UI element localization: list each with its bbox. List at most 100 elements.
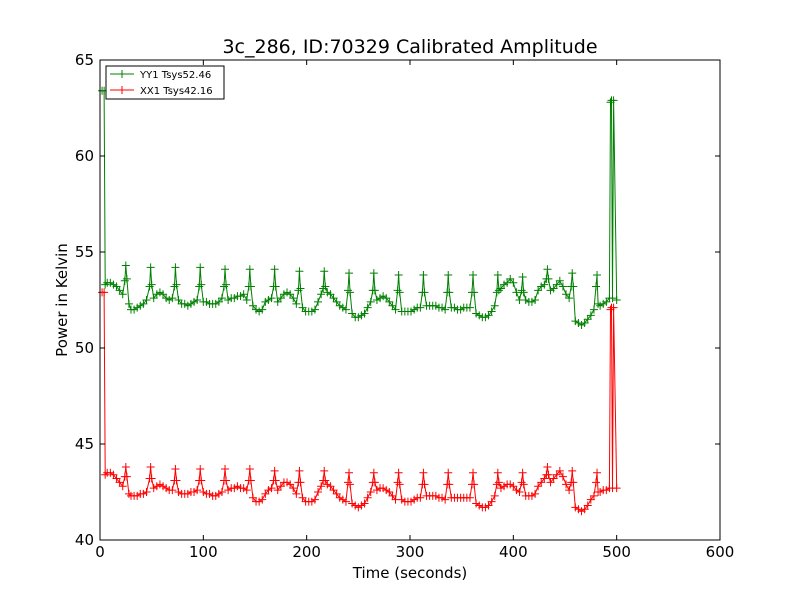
- data-point: [295, 267, 304, 276]
- data-point: [267, 484, 276, 493]
- data-point: [531, 489, 540, 498]
- data-point: [196, 464, 205, 473]
- data-point: [121, 463, 130, 472]
- data-point: [490, 491, 499, 500]
- x-axis-label: Time (seconds): [352, 564, 468, 582]
- data-point: [366, 488, 375, 496]
- data-point: [193, 296, 202, 304]
- data-point: [220, 282, 228, 291]
- data-point: [360, 499, 369, 508]
- data-point: [593, 468, 602, 477]
- data-point: [583, 501, 592, 510]
- data-point: [289, 294, 298, 303]
- data-point: [222, 280, 231, 289]
- data-point: [555, 276, 564, 285]
- data-point: [246, 282, 255, 291]
- data-point: [270, 265, 279, 274]
- data-point: [341, 305, 350, 314]
- data-point: [171, 263, 180, 272]
- data-point: [124, 299, 133, 308]
- data-point: [593, 271, 602, 280]
- y-tick-label: 60: [75, 147, 94, 165]
- data-point: [314, 488, 323, 496]
- data-point: [416, 303, 425, 312]
- data-point: [344, 286, 352, 295]
- data-point: [543, 265, 552, 274]
- data-point: [445, 480, 454, 489]
- x-tick-label: 100: [189, 543, 218, 561]
- data-point: [363, 303, 372, 312]
- data-point: [363, 493, 372, 502]
- data-point: [592, 478, 600, 487]
- data-point: [512, 288, 521, 297]
- data-point: [517, 286, 526, 295]
- data-point: [172, 476, 181, 485]
- data-point: [393, 478, 402, 487]
- data-point: [193, 486, 202, 495]
- ticks-layer: 0 100 200 300 400 500 600 40 45 50 55 60 65: [75, 51, 734, 561]
- data-point: [121, 261, 130, 270]
- data-point: [168, 294, 177, 303]
- data-point: [242, 486, 251, 495]
- data-point: [518, 272, 527, 281]
- data-point: [531, 296, 540, 304]
- series-layer: [98, 86, 621, 516]
- data-point: [612, 296, 621, 304]
- data-point: [568, 466, 577, 475]
- data-point: [172, 280, 181, 289]
- data-point: [517, 478, 526, 487]
- data-point: [122, 274, 131, 283]
- data-point: [345, 468, 354, 477]
- data-point: [369, 269, 378, 278]
- data-point: [101, 470, 110, 479]
- series-yy1: [98, 86, 621, 329]
- data-point: [370, 286, 379, 295]
- data-point: [394, 468, 403, 477]
- data-point: [609, 96, 618, 105]
- data-point: [360, 309, 369, 318]
- data-point: [419, 468, 428, 477]
- data-point: [487, 307, 496, 316]
- data-point: [391, 305, 400, 314]
- data-point: [544, 470, 553, 479]
- data-point: [519, 480, 528, 489]
- x-tick-label: 400: [499, 543, 528, 561]
- data-point: [346, 288, 355, 297]
- x-tick-label: 600: [706, 543, 735, 561]
- data-point: [589, 305, 598, 314]
- data-point: [492, 480, 501, 489]
- data-point: [540, 280, 549, 289]
- data-point: [171, 464, 180, 473]
- data-point: [100, 288, 109, 297]
- data-point: [395, 288, 404, 297]
- data-point: [197, 476, 206, 485]
- data-point: [608, 294, 617, 303]
- data-point: [493, 271, 502, 280]
- data-point: [147, 280, 156, 289]
- y-axis-label: Power in Kelvin: [53, 243, 71, 357]
- data-point: [419, 271, 428, 280]
- data-point: [310, 305, 319, 314]
- y-tick-label: 55: [75, 243, 94, 261]
- data-point: [494, 478, 503, 487]
- data-point: [341, 497, 350, 506]
- data-point: [142, 296, 151, 304]
- data-point: [568, 269, 577, 278]
- data-point: [122, 472, 131, 481]
- data-point: [271, 282, 280, 291]
- data-point: [118, 290, 127, 299]
- data-point: [292, 299, 301, 308]
- data-point: [420, 288, 429, 297]
- data-point: [494, 286, 503, 295]
- data-point: [195, 282, 204, 291]
- data-point: [170, 282, 179, 291]
- data-point: [469, 468, 478, 477]
- data-point: [612, 484, 621, 493]
- data-point: [509, 278, 518, 287]
- x-tick-label: 200: [292, 543, 321, 561]
- data-point: [120, 276, 129, 285]
- data-point: [145, 282, 154, 291]
- data-point: [146, 463, 155, 472]
- legend-label: XX1 Tsys42.16: [140, 86, 213, 97]
- legend-box: [105, 65, 225, 100]
